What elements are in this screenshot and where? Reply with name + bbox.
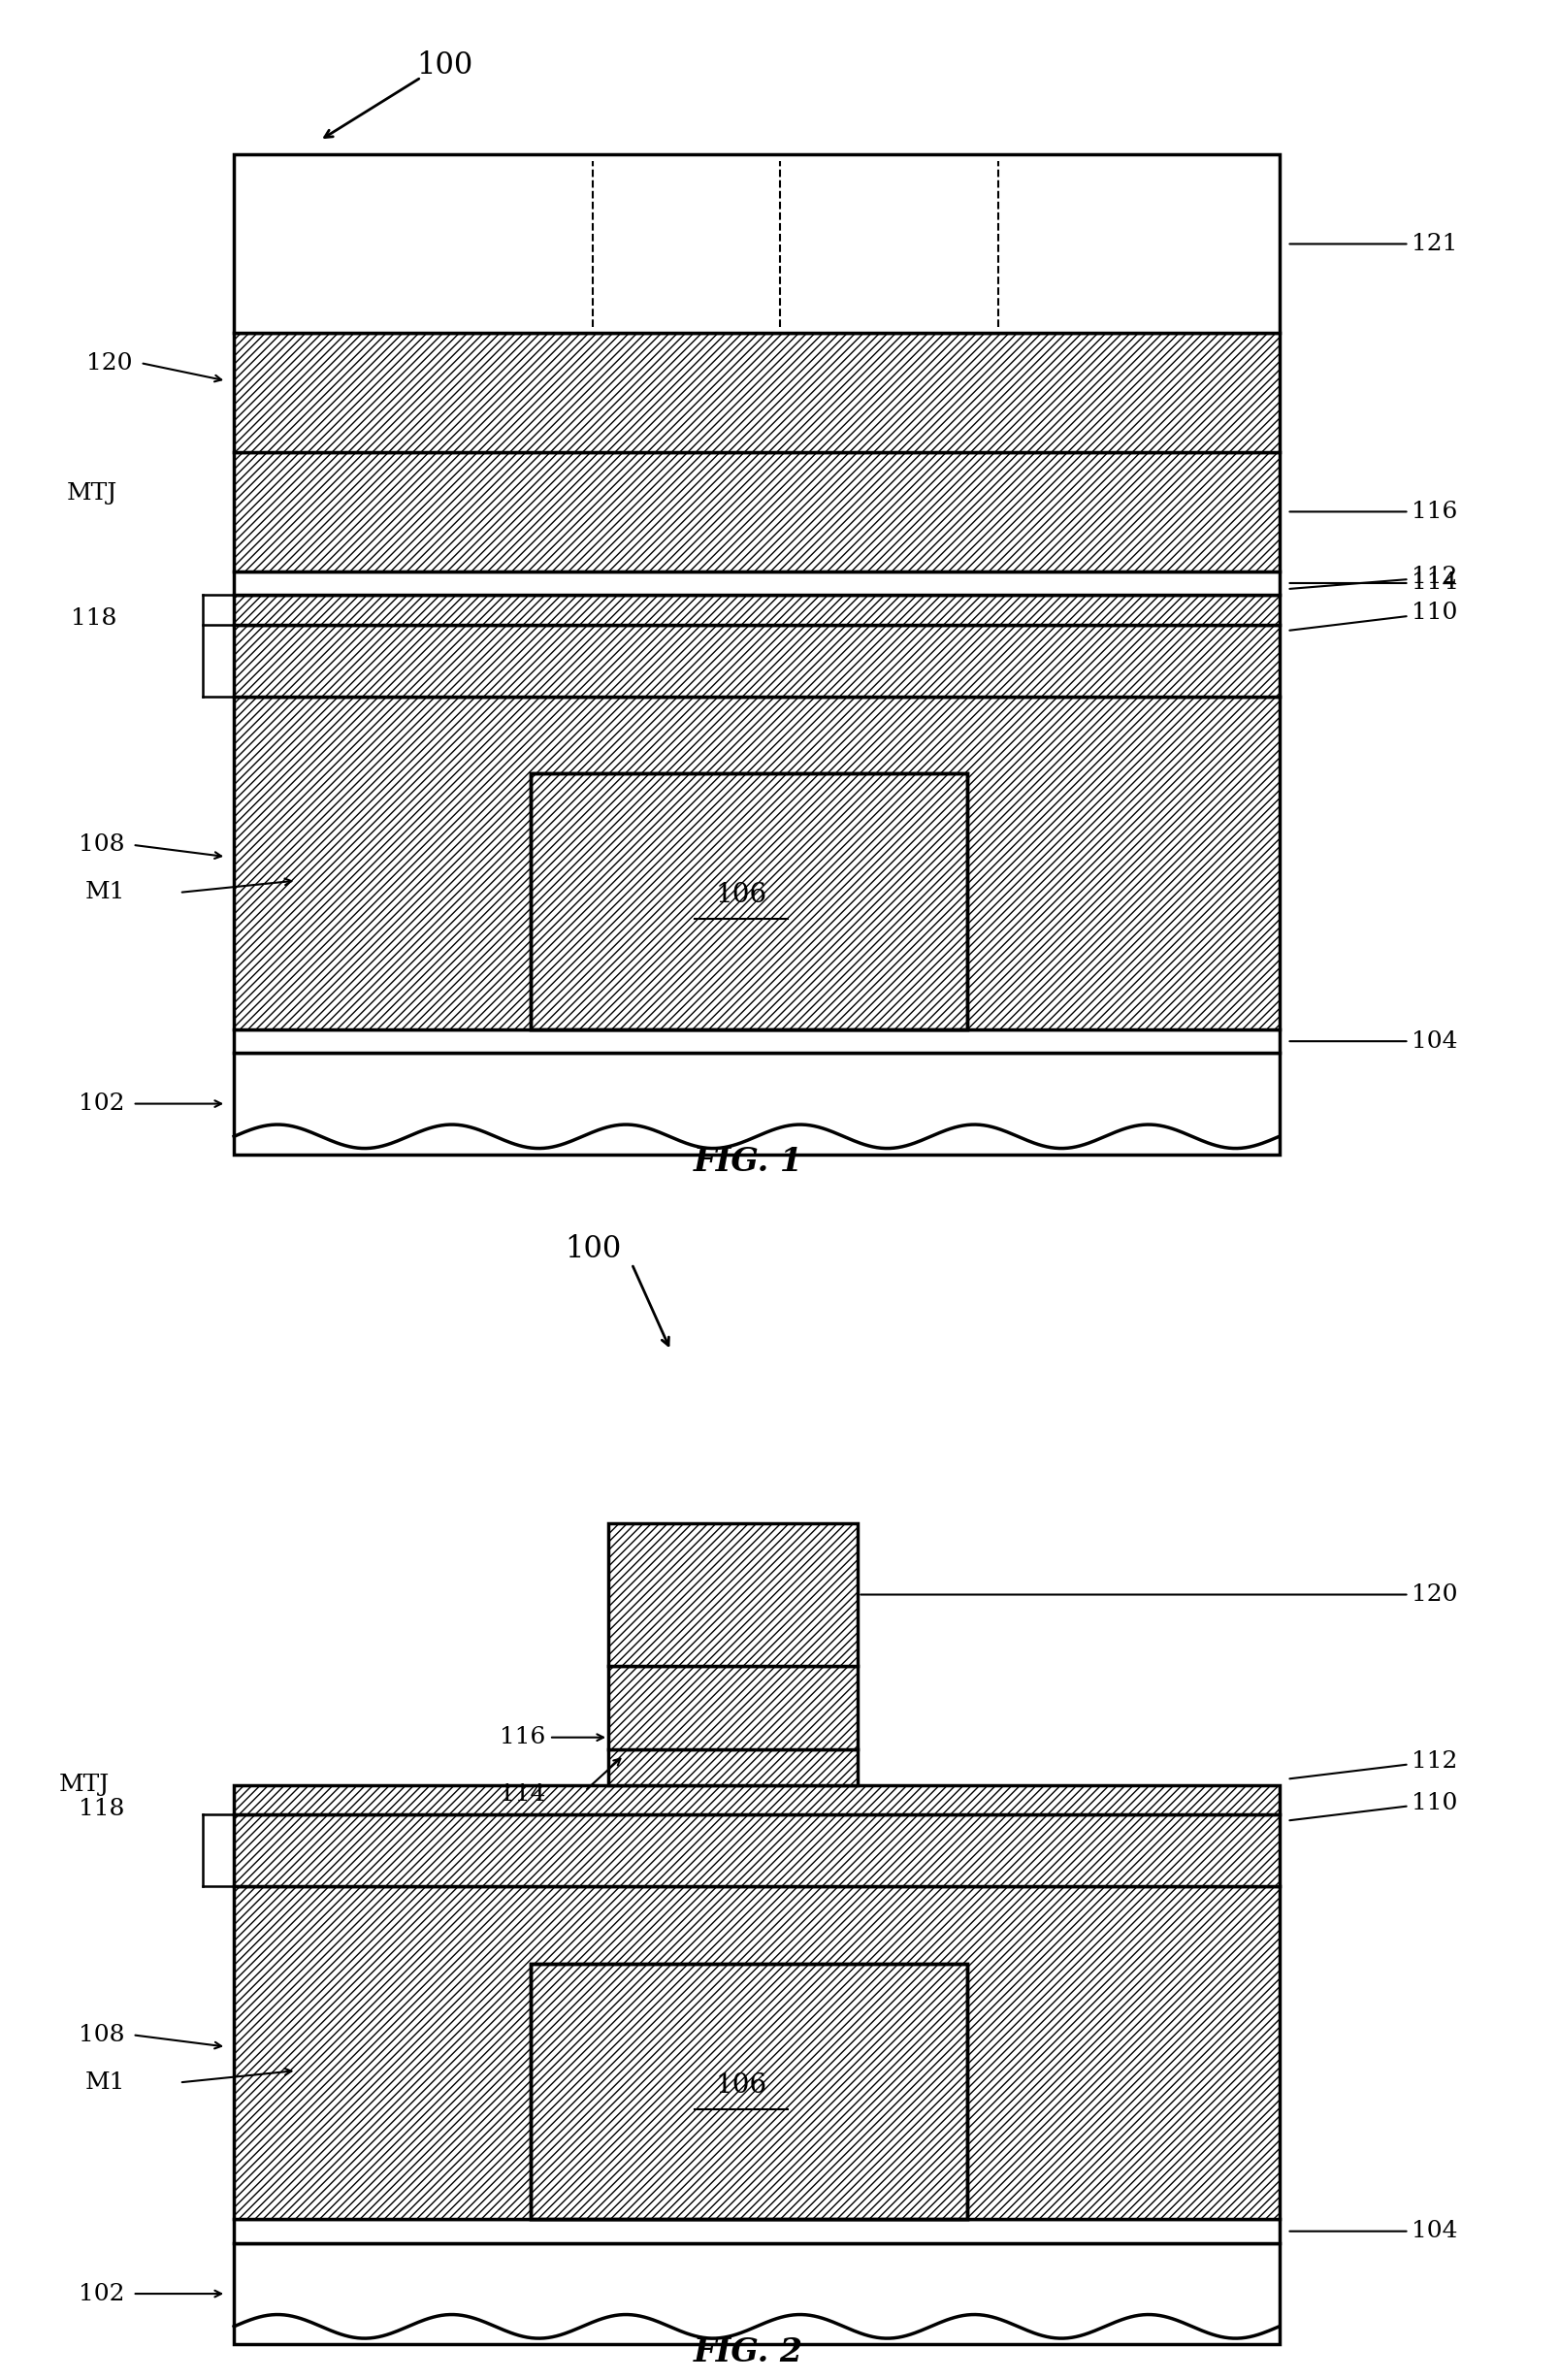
Bar <box>234 1028 1278 1052</box>
Bar <box>530 774 967 1028</box>
Bar <box>234 595 1278 624</box>
Bar <box>234 695 1278 1028</box>
Text: 104: 104 <box>1289 1031 1458 1052</box>
Bar <box>608 1666 857 1749</box>
Text: 104: 104 <box>1289 2221 1458 2242</box>
Text: FIG. 2: FIG. 2 <box>694 2337 803 2368</box>
Text: FIG. 1: FIG. 1 <box>694 1147 803 1178</box>
Bar <box>608 1523 857 1666</box>
Bar <box>234 571 1278 595</box>
Bar <box>530 1963 967 2218</box>
Bar <box>608 1749 857 1785</box>
Bar <box>234 2218 1278 2242</box>
Text: 110: 110 <box>1289 1792 1456 1821</box>
Bar <box>234 1814 1278 1885</box>
Text: 118: 118 <box>80 1797 125 1821</box>
Text: 108: 108 <box>78 2023 125 2047</box>
Bar <box>530 774 967 1028</box>
Text: 114: 114 <box>1289 571 1456 595</box>
Text: MTJ: MTJ <box>67 483 117 505</box>
Text: 106: 106 <box>714 2073 767 2099</box>
Bar <box>234 1052 1278 1154</box>
Text: 120: 120 <box>861 1583 1458 1606</box>
Bar <box>234 2242 1278 2344</box>
Text: M1: M1 <box>84 2071 125 2094</box>
Bar <box>234 452 1278 571</box>
Text: 102: 102 <box>78 2282 125 2304</box>
Text: 106: 106 <box>714 883 767 909</box>
Bar <box>234 1785 1278 1814</box>
Bar <box>234 333 1278 452</box>
Text: 100: 100 <box>416 50 472 81</box>
Bar <box>234 1885 1278 2218</box>
Bar <box>530 1963 967 2218</box>
Text: 118: 118 <box>72 607 117 631</box>
Text: 110: 110 <box>1289 602 1456 631</box>
Bar <box>234 155 1278 333</box>
Bar <box>530 1963 967 2218</box>
Bar <box>530 774 967 1028</box>
Text: 112: 112 <box>1289 1749 1456 1778</box>
Bar <box>234 626 1278 695</box>
Text: 121: 121 <box>1289 233 1456 255</box>
Text: 120: 120 <box>86 352 133 374</box>
Text: 102: 102 <box>78 1092 125 1114</box>
Text: 116: 116 <box>1289 500 1456 524</box>
Text: MTJ: MTJ <box>59 1773 109 1797</box>
Text: M1: M1 <box>84 881 125 904</box>
Text: 114: 114 <box>500 1783 546 1806</box>
Text: 108: 108 <box>78 833 125 857</box>
Text: 112: 112 <box>1289 566 1456 588</box>
Text: 100: 100 <box>564 1235 620 1264</box>
Text: 116: 116 <box>500 1726 546 1749</box>
